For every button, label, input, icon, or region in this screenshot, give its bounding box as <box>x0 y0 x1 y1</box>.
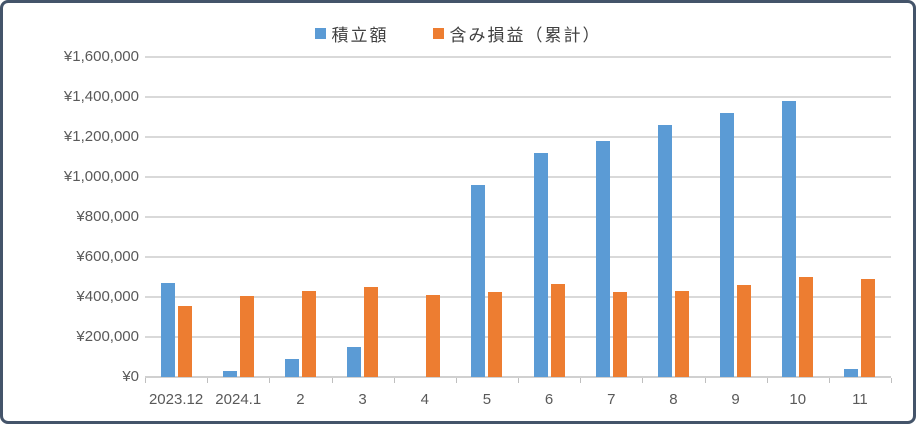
bar-fukumi-soneki-11 <box>861 279 876 377</box>
x-axis-tick <box>331 378 333 383</box>
x-axis-tick <box>207 378 209 383</box>
y-axis-tick-label: ¥200,000 <box>76 328 139 345</box>
gridline <box>145 96 891 98</box>
y-axis-tick-label: ¥600,000 <box>76 248 139 265</box>
bar-fukumi-soneki-7 <box>612 292 627 377</box>
gridline <box>145 56 891 58</box>
x-axis-tick <box>642 378 644 383</box>
x-axis-category-label: 8 <box>669 391 678 408</box>
gridline <box>145 136 891 138</box>
x-axis-tick <box>393 378 395 383</box>
bar-tsumitategaku-5 <box>471 185 486 377</box>
bar-tsumitategaku-7 <box>595 141 610 377</box>
bar-tsumitategaku-8 <box>657 125 672 377</box>
bar-fukumi-soneki-10 <box>799 277 814 377</box>
bar-chart: 積立額 含み損益（累計） ¥0 ¥200,000 ¥400,000 ¥600,000 ¥… <box>3 3 913 421</box>
bar-fukumi-soneki-6 <box>550 284 565 377</box>
bar-fukumi-soneki-5 <box>488 292 503 377</box>
x-axis-category-label: 4 <box>420 391 429 408</box>
y-axis-tick-label: ¥1,000,000 <box>63 168 139 185</box>
legend-swatch-orange-icon <box>432 28 444 39</box>
x-axis-tick <box>828 378 830 383</box>
x-axis-tick <box>891 378 892 383</box>
x-axis-category-label: 2 <box>296 391 305 408</box>
bar-tsumitategaku-2024.1 <box>222 371 237 377</box>
gridline <box>145 296 891 298</box>
bar-fukumi-soneki-2023.12 <box>177 306 192 377</box>
y-axis-tick-label: ¥400,000 <box>76 288 139 305</box>
bar-tsumitategaku-6 <box>533 153 548 377</box>
x-axis-category-label: 11 <box>852 391 868 408</box>
bar-tsumitategaku-10 <box>782 101 797 377</box>
y-axis-tick-label: ¥1,200,000 <box>63 128 139 145</box>
x-axis-tick <box>704 378 706 383</box>
bar-fukumi-soneki-2 <box>301 291 316 377</box>
y-axis-tick-label: ¥1,400,000 <box>63 88 139 105</box>
bar-fukumi-soneki-3 <box>364 287 379 377</box>
bar-tsumitategaku-3 <box>347 347 362 377</box>
x-axis-category-label: 3 <box>358 391 367 408</box>
x-axis-category-label: 7 <box>607 391 616 408</box>
x-axis-tick <box>766 378 768 383</box>
y-axis-tick-label: ¥800,000 <box>76 208 139 225</box>
legend-item-tsumitategaku: 積立額 <box>314 21 389 46</box>
legend-label-tsumitategaku: 積立額 <box>331 26 389 45</box>
gridline <box>145 256 891 258</box>
bar-fukumi-soneki-9 <box>737 285 752 377</box>
x-axis-tick <box>580 378 582 383</box>
x-axis-category-label: 9 <box>731 391 740 408</box>
legend-swatch-blue-icon <box>314 28 326 39</box>
gridline <box>145 216 891 218</box>
chart-legend: 積立額 含み損益（累計） <box>3 21 913 46</box>
bar-fukumi-soneki-2024.1 <box>239 296 254 377</box>
bar-fukumi-soneki-8 <box>674 291 689 377</box>
x-axis-category-label: 2024.1 <box>215 391 262 408</box>
x-axis-line <box>145 376 891 378</box>
legend-label-fukumi-soneki: 含み損益（累計） <box>449 26 602 45</box>
x-axis-category-label: 5 <box>482 391 492 408</box>
y-axis-tick-label: ¥0 <box>122 368 139 385</box>
x-axis-tick <box>518 378 519 383</box>
gridline <box>145 176 891 178</box>
x-axis-category-label: 6 <box>544 391 554 408</box>
bar-tsumitategaku-2023.12 <box>160 283 175 377</box>
x-axis-tick <box>145 378 146 383</box>
x-axis-tick <box>455 378 457 383</box>
bar-tsumitategaku-9 <box>720 113 735 377</box>
gridline <box>145 336 891 338</box>
x-axis-category-label: 2023.12 <box>148 391 204 408</box>
y-axis-tick-label: ¥1,600,000 <box>63 48 139 65</box>
x-axis-category-label: 10 <box>789 391 807 408</box>
bar-tsumitategaku-2 <box>284 359 299 377</box>
legend-item-fukumi-soneki: 含み損益（累計） <box>432 21 602 46</box>
bar-fukumi-soneki-4 <box>426 295 441 377</box>
x-axis-tick <box>269 378 271 383</box>
bar-tsumitategaku-11 <box>844 369 859 377</box>
